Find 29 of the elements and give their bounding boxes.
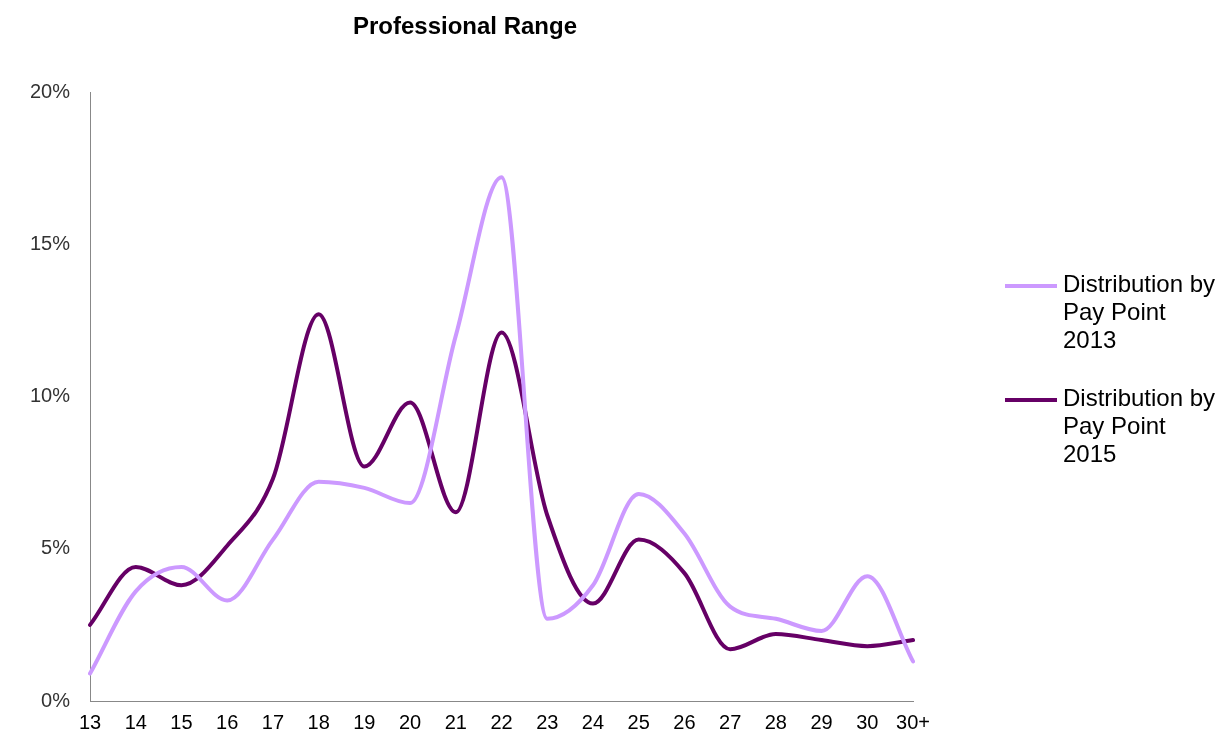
x-tick-label: 20 <box>398 710 422 733</box>
x-tick-label: 21 <box>444 710 467 733</box>
y-tick-label: 5% <box>41 536 71 559</box>
x-tick-label: 30 <box>856 710 879 733</box>
x-tick-label: 28 <box>764 710 787 733</box>
x-tick-label: 17 <box>261 710 285 733</box>
legend-label: Distribution by Pay Point 2015 <box>1063 384 1217 468</box>
x-tick-label: 14 <box>124 710 147 733</box>
x-tick-label: 30+ <box>896 710 931 733</box>
x-tick-label: 26 <box>673 710 696 733</box>
x-tick-label: 23 <box>536 710 559 733</box>
y-tick-label: 15% <box>30 231 71 254</box>
line-series <box>88 175 916 676</box>
x-tick-label: 24 <box>581 710 605 733</box>
y-tick-label: 20% <box>30 79 71 102</box>
x-tick-label: 13 <box>78 710 102 733</box>
x-tick-label: 15 <box>170 710 193 733</box>
x-tick-label: 29 <box>810 710 833 733</box>
x-tick-label: 18 <box>307 710 330 733</box>
chart-title: Professional Range <box>351 12 579 40</box>
x-tick-label: 27 <box>719 710 742 733</box>
line-series <box>88 312 916 652</box>
legend-label: Distribution by Pay Point 2013 <box>1063 270 1217 354</box>
x-tick-label: 25 <box>627 710 650 733</box>
x-tick-label: 16 <box>216 710 239 733</box>
x-tick-label: 19 <box>353 710 376 733</box>
x-tick-label: 22 <box>490 710 513 733</box>
y-tick-label: 10% <box>30 384 71 407</box>
y-tick-label: 0% <box>41 688 71 711</box>
